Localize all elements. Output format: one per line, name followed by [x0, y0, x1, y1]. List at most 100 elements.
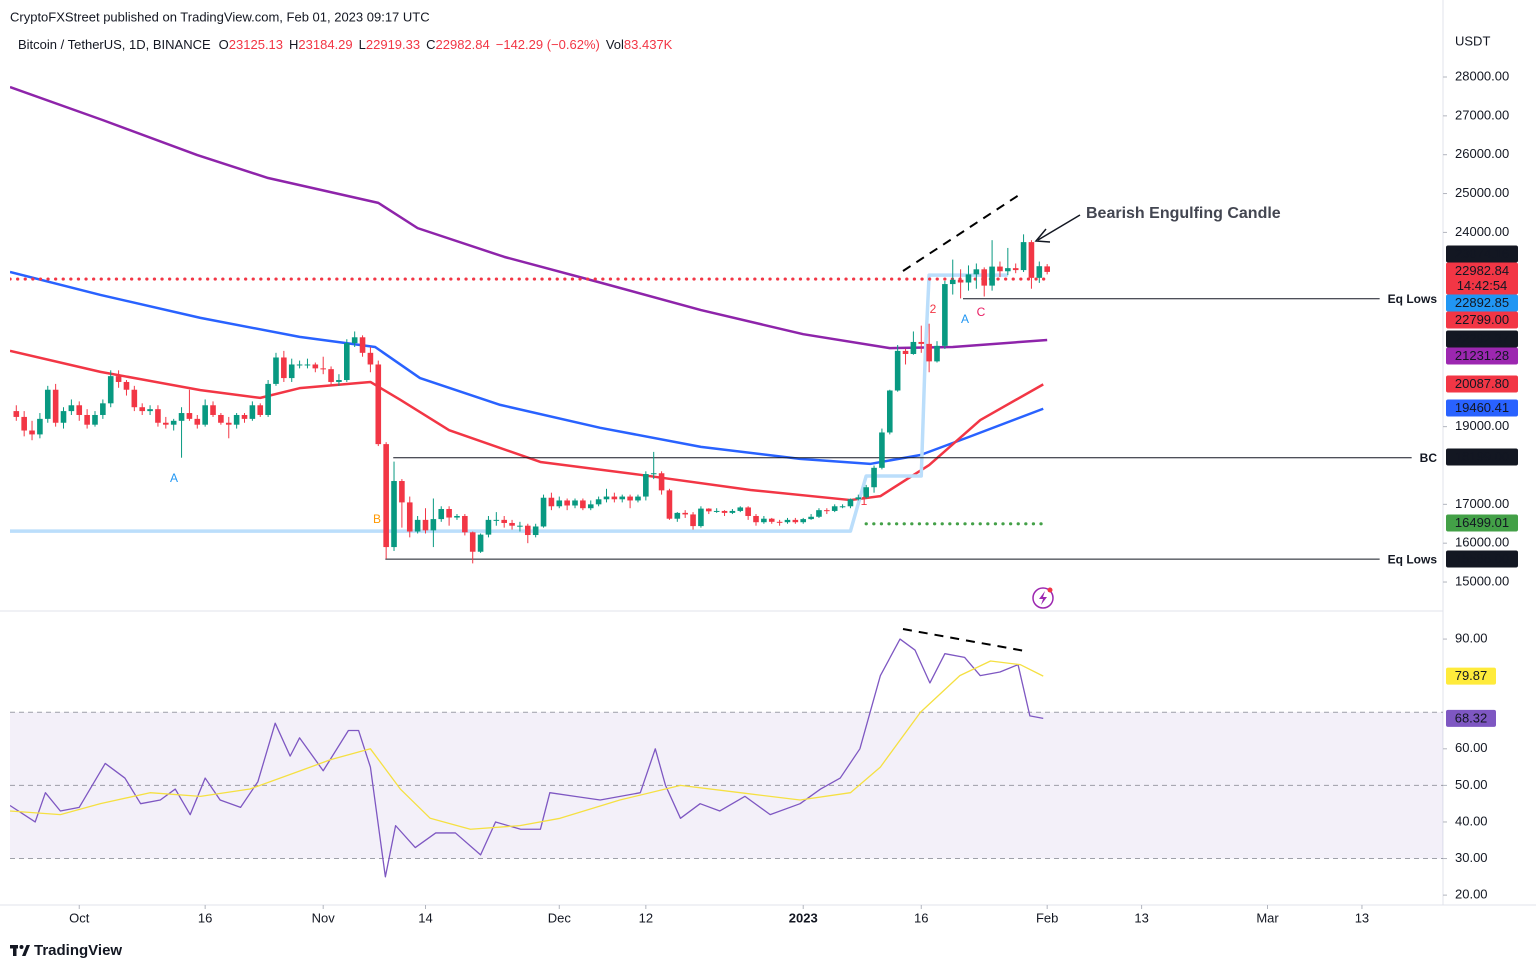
- candle-body: [784, 519, 791, 523]
- candle-body: [587, 504, 594, 509]
- legend-key: C: [426, 37, 435, 52]
- price-label-bg: [1446, 399, 1518, 417]
- candle-body: [619, 496, 626, 500]
- candle-body: [839, 506, 846, 508]
- price-countdown: 14:42:54: [1457, 278, 1508, 293]
- candle-body: [942, 284, 948, 346]
- candle-body: [776, 521, 783, 523]
- x-tick-label: Dec: [548, 910, 572, 925]
- y-tick-label: 60.00: [1455, 740, 1488, 755]
- legend-key: H: [289, 37, 298, 52]
- y-tick-label: 28000.00: [1455, 68, 1509, 83]
- candle-body: [383, 444, 389, 548]
- price-label: 22799.00: [1455, 312, 1509, 327]
- candle-body: [312, 364, 319, 369]
- candle-body: [965, 274, 972, 283]
- x-tick-label: 13: [1134, 910, 1148, 925]
- candle-body: [800, 519, 807, 523]
- x-tick-label: 12: [639, 910, 653, 925]
- candle-body: [627, 496, 633, 501]
- candle-body: [816, 510, 822, 517]
- price-label-bg: [1446, 262, 1518, 295]
- candle-body: [218, 414, 224, 423]
- y-tick-label: 27000.00: [1455, 107, 1509, 122]
- trend-line: [902, 628, 1026, 652]
- candle-body: [721, 510, 728, 513]
- candle-body: [532, 526, 539, 536]
- candle-body: [375, 364, 382, 445]
- symbol-name: Bitcoin / TetherUS, 1D, BINANCE: [18, 37, 211, 52]
- candle-body: [13, 411, 20, 417]
- candle-body: [548, 497, 555, 507]
- legend-value: 83.437K: [624, 37, 673, 52]
- candle-body: [949, 279, 956, 285]
- candle-body: [257, 405, 264, 415]
- candle-body: [454, 515, 460, 518]
- candle-body: [595, 499, 602, 505]
- rsi-pane: [10, 638, 1443, 878]
- candle-body: [658, 473, 665, 491]
- x-tick-label: 14: [418, 910, 432, 925]
- candle-body: [824, 510, 830, 512]
- price-label: 18199.00: [1455, 449, 1509, 464]
- candle-body: [351, 337, 358, 344]
- candle-body: [729, 510, 736, 513]
- symbol-legend: Bitcoin / TetherUS, 1D, BINANCE O23125.13…: [18, 37, 673, 52]
- candle-body: [170, 420, 177, 425]
- legend-value: −142.29 (−0.62%): [496, 37, 600, 52]
- candle-body: [981, 269, 988, 286]
- candle-body: [926, 343, 932, 362]
- callout-text: Bearish Engulfing Candle: [1086, 205, 1281, 222]
- rsi-value-label: 68.32: [1455, 710, 1488, 725]
- x-tick-label: Feb: [1036, 910, 1058, 925]
- candle-body: [21, 416, 27, 431]
- published-line: CryptoFXStreet published on TradingView.…: [10, 9, 430, 24]
- wave-marker: 1: [861, 494, 868, 508]
- candle-body: [304, 364, 311, 366]
- candle-body: [603, 496, 610, 500]
- price-label: 19460.41: [1455, 400, 1509, 415]
- candle-body: [210, 405, 216, 415]
- candle-body: [446, 508, 452, 518]
- wave-marker: B: [373, 512, 381, 526]
- candle-body: [328, 369, 334, 382]
- candle-body: [902, 350, 909, 354]
- candle-body: [635, 496, 641, 501]
- price-label-bg: [1446, 550, 1518, 568]
- candle-body: [957, 279, 964, 283]
- candle-body: [611, 496, 618, 500]
- rsi-value-label-bg: [1446, 709, 1496, 727]
- price-label-bg: [1446, 448, 1518, 466]
- candle-body: [674, 512, 681, 519]
- y-tick-label: 24000.00: [1455, 224, 1509, 239]
- candle-body: [1012, 268, 1019, 271]
- candle-body: [989, 266, 995, 286]
- price-label: 22982.84: [1455, 263, 1509, 278]
- candle-body: [501, 519, 507, 523]
- candle-body: [1036, 266, 1043, 278]
- candle-body: [713, 510, 720, 512]
- candle-body: [163, 422, 169, 425]
- candle-body: [886, 390, 893, 433]
- candle-body: [265, 383, 271, 415]
- price-label-bg: [1446, 514, 1518, 532]
- wave-marker: 2: [930, 302, 937, 316]
- candle-body: [60, 411, 67, 423]
- candle-body: [847, 499, 854, 507]
- candle-body: [186, 413, 193, 419]
- trend-line: [902, 192, 1023, 272]
- candle-body: [997, 266, 1003, 272]
- legend-value: 22919.33: [366, 37, 420, 52]
- candle-body: [477, 534, 484, 552]
- candle-body: [517, 525, 523, 527]
- x-tick-label: 2023: [789, 910, 818, 925]
- candle-body: [462, 515, 468, 533]
- candle-body: [131, 389, 138, 408]
- candle-body: [178, 413, 185, 421]
- indicator-line: [10, 85, 1048, 350]
- candle-body: [556, 500, 563, 507]
- candle-body: [650, 473, 657, 475]
- alert-icon: [1032, 587, 1054, 609]
